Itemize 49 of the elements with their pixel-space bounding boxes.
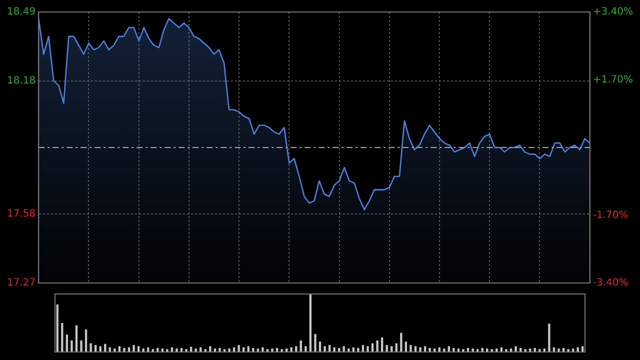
bar (280, 349, 283, 352)
bar (366, 346, 369, 352)
bar (84, 329, 88, 352)
bar (90, 343, 92, 352)
bar (548, 324, 550, 352)
bar (400, 332, 402, 352)
y-tick-label: 17.27 (6, 278, 36, 289)
bar (123, 348, 126, 352)
bar (61, 323, 64, 352)
y2-tick-label: -3.40% (592, 278, 628, 289)
y2-tick-label: +3.40% (592, 6, 634, 18)
bar (472, 348, 474, 352)
bar (419, 347, 422, 352)
bar (357, 348, 360, 352)
bar (410, 345, 412, 352)
bar (505, 349, 508, 352)
bar (70, 340, 73, 352)
y-tick-label: 17.58 (6, 208, 36, 220)
bar (381, 338, 384, 352)
bar (376, 340, 378, 352)
bar (428, 348, 431, 352)
bar (176, 348, 178, 352)
bar (314, 334, 316, 352)
bar (514, 346, 517, 352)
bar (66, 334, 68, 352)
bar (132, 345, 135, 352)
bar (524, 349, 526, 352)
bar (558, 348, 560, 352)
bar (228, 348, 230, 352)
bar (324, 346, 326, 352)
bar (218, 348, 221, 352)
bar (462, 349, 464, 352)
bar (271, 348, 274, 352)
y-tick-label: 18.18 (6, 75, 36, 86)
bar (75, 325, 78, 352)
bar (80, 340, 82, 352)
bar (304, 346, 307, 352)
bar (567, 349, 570, 352)
bar (209, 346, 212, 352)
bar (166, 349, 168, 352)
bar (114, 348, 116, 352)
bar (262, 347, 264, 352)
bar (309, 294, 312, 352)
bar (452, 348, 455, 352)
bar (56, 304, 58, 352)
y2-tick-label: +1.70% (592, 74, 634, 86)
bar (185, 349, 188, 352)
y-tick-label: 18.49 (6, 6, 36, 18)
y2-tick-label: -1.70% (592, 210, 628, 221)
